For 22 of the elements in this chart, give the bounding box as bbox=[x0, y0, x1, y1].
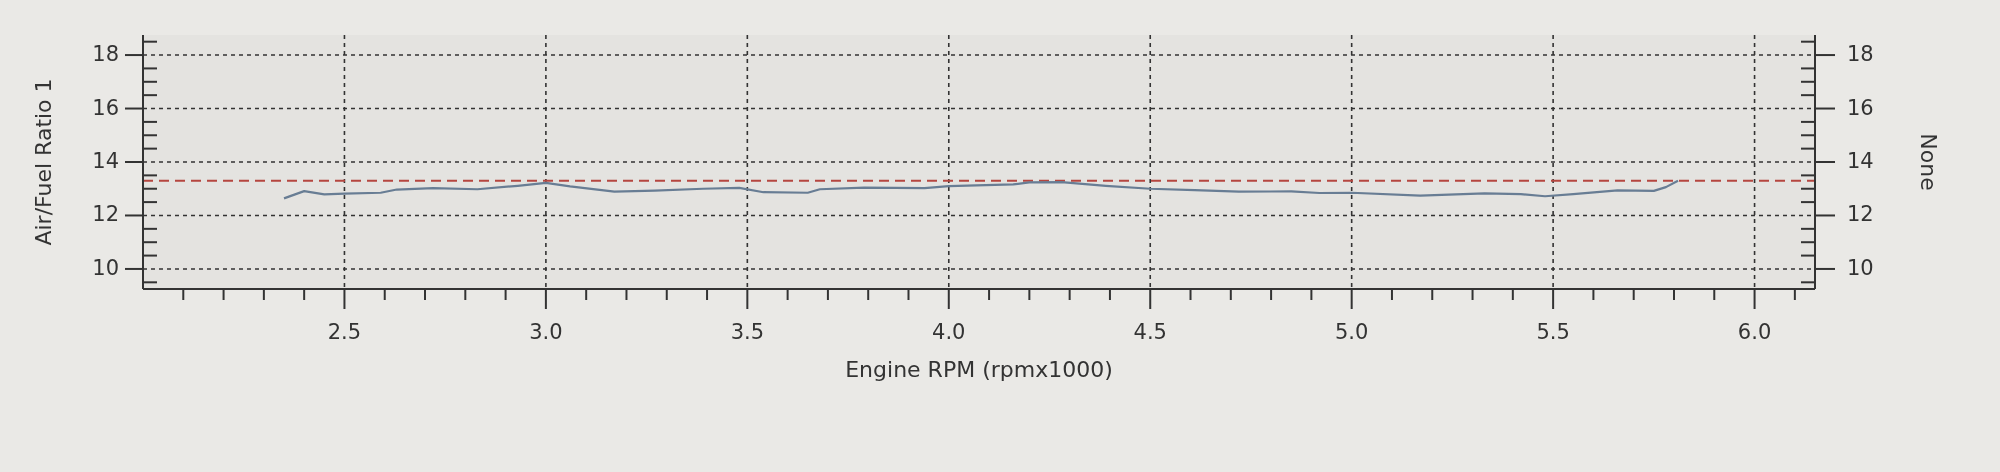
y-tick-label: 14 bbox=[92, 149, 119, 173]
y2-tick-label: 16 bbox=[1847, 95, 1874, 120]
y-tick-label: 16 bbox=[92, 95, 119, 120]
x-tick-label: 2.5 bbox=[327, 320, 362, 344]
y2-tick-label: 10 bbox=[1847, 255, 1874, 280]
x-tick-label: 5.0 bbox=[1334, 320, 1369, 344]
x-tick-label: 5.5 bbox=[1536, 320, 1570, 344]
x-tick-label: 3.5 bbox=[730, 320, 765, 344]
y-tick-label: 10 bbox=[92, 255, 119, 280]
y2-axis-title: None bbox=[1916, 133, 1941, 191]
y-axis-title: Air/Fuel Ratio 1 bbox=[31, 78, 56, 246]
x-tick-label: 4.0 bbox=[932, 320, 966, 344]
x-tick-label: 4.5 bbox=[1133, 320, 1167, 344]
x-tick-label: 6.0 bbox=[1737, 320, 1772, 344]
line-series bbox=[282, 179, 1680, 200]
x-axis-title: Engine RPM (rpmx1000) bbox=[845, 357, 1113, 382]
y-tick-label: 12 bbox=[92, 202, 119, 227]
x-tick-label: 3.0 bbox=[529, 320, 563, 344]
y2-tick-label: 12 bbox=[1847, 202, 1874, 227]
y-tick-label: 18 bbox=[92, 42, 119, 67]
y2-tick-label: 14 bbox=[1847, 149, 1874, 173]
y2-tick-label: 18 bbox=[1847, 42, 1874, 67]
